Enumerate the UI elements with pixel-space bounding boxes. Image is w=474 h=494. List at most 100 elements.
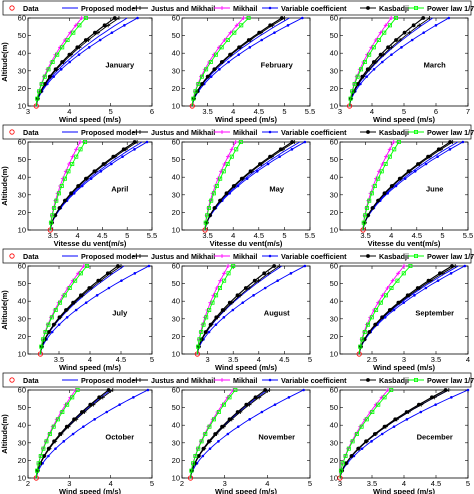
y-axis-label: Altitude(m) bbox=[0, 290, 9, 330]
month-label: November bbox=[258, 432, 295, 441]
series-point bbox=[220, 308, 225, 312]
panel-january: 10 20 30 40 50 60 3 4 5 6 Wind speed (m/s) Altitude… bbox=[0, 14, 154, 125]
y-tick-label: 20 bbox=[18, 456, 26, 465]
x-tick-label: 5.5 bbox=[305, 231, 315, 240]
series-point bbox=[268, 154, 272, 159]
series-line-power-law-1-7 bbox=[339, 389, 392, 479]
series-point bbox=[394, 38, 398, 42]
series-point bbox=[449, 272, 453, 275]
legend: Data Proposed model Justus and Mikhail Mikh… bbox=[2, 124, 474, 140]
x-tick-label: 3.5 bbox=[228, 355, 238, 364]
panel-april: 10 20 30 40 50 60 3.5 4 4.5 5 5.5 Vitesse du vent(m… bbox=[0, 138, 157, 249]
series-point bbox=[47, 431, 52, 436]
series-group bbox=[37, 263, 151, 357]
series-point bbox=[434, 403, 437, 406]
series-point bbox=[207, 330, 211, 334]
series-point bbox=[132, 396, 135, 399]
plot-area bbox=[181, 141, 311, 231]
series-point bbox=[248, 169, 253, 174]
legend: Data Proposed model Justus and Mikhail Mikh… bbox=[2, 248, 474, 264]
legend-entry: Justus and Mikhail bbox=[151, 128, 215, 137]
series-point bbox=[349, 454, 354, 458]
panel-june: 10 20 30 40 50 60 3.5 4 4.5 5 5.5 Vitesse du vent(m… bbox=[330, 138, 474, 249]
y-tick-label: 20 bbox=[172, 84, 180, 93]
month-label: February bbox=[261, 60, 294, 69]
series-point bbox=[196, 344, 201, 349]
series-point bbox=[96, 278, 101, 283]
series-point bbox=[301, 16, 304, 20]
series-point bbox=[199, 439, 204, 444]
y-tick-label: 60 bbox=[18, 14, 26, 23]
series-point bbox=[253, 395, 258, 400]
series-group bbox=[47, 139, 149, 233]
series-point bbox=[450, 264, 454, 268]
series-point bbox=[278, 155, 281, 158]
y-tick-label: 60 bbox=[18, 262, 26, 271]
series-point bbox=[70, 278, 75, 283]
series-point bbox=[380, 315, 384, 320]
series-point bbox=[42, 74, 47, 79]
series-point bbox=[461, 140, 465, 144]
series-point bbox=[396, 300, 401, 305]
series-point bbox=[241, 16, 246, 20]
series-point bbox=[62, 176, 67, 181]
x-axis-label: Wind speed (m/s) bbox=[59, 363, 122, 372]
legend-marker bbox=[268, 6, 272, 10]
series-point bbox=[64, 424, 69, 429]
x-tick-label: 3.5 bbox=[202, 231, 212, 240]
series-point bbox=[352, 454, 356, 458]
series-point bbox=[60, 60, 65, 64]
series-point bbox=[396, 139, 401, 144]
series-point bbox=[398, 38, 403, 42]
series-point bbox=[58, 45, 63, 50]
series-point bbox=[226, 271, 231, 276]
series-point bbox=[360, 337, 365, 342]
series-point bbox=[258, 162, 262, 166]
series-point bbox=[57, 315, 62, 320]
series-point bbox=[348, 96, 353, 101]
legend-entry: Power law 1/7 bbox=[427, 376, 474, 385]
series-point bbox=[427, 16, 432, 20]
series-point bbox=[362, 60, 367, 65]
legend-entry: Variable coefficient bbox=[281, 252, 347, 261]
series-point bbox=[57, 206, 62, 210]
series-point bbox=[363, 213, 368, 218]
series-point bbox=[361, 220, 366, 225]
series-point bbox=[378, 30, 383, 35]
series-point bbox=[205, 74, 210, 79]
series-point bbox=[287, 396, 291, 399]
series-point bbox=[448, 148, 452, 151]
legend-marker bbox=[366, 6, 370, 10]
series-point bbox=[221, 169, 226, 174]
series-point bbox=[352, 82, 357, 87]
series-point bbox=[80, 184, 84, 188]
series-point bbox=[364, 205, 369, 210]
series-point bbox=[60, 45, 65, 50]
series-point bbox=[110, 388, 115, 392]
series-point bbox=[380, 432, 384, 436]
y-tick-label: 30 bbox=[18, 190, 26, 199]
x-tick-label: 4.5 bbox=[412, 231, 422, 240]
series-point bbox=[36, 461, 41, 466]
series-point bbox=[209, 75, 213, 78]
series-point bbox=[60, 176, 65, 181]
y-tick-label: 40 bbox=[172, 173, 180, 182]
series-point bbox=[208, 322, 213, 327]
series-point bbox=[415, 286, 420, 290]
series-point bbox=[416, 402, 421, 407]
y-tick-label: 60 bbox=[330, 138, 338, 147]
y-tick-label: 40 bbox=[18, 49, 26, 58]
x-tick-label: 3 bbox=[67, 479, 71, 488]
series-point bbox=[227, 395, 232, 400]
legend-entry: Kasbadji bbox=[379, 128, 409, 137]
y-tick-label: 60 bbox=[330, 386, 338, 395]
series-point bbox=[368, 410, 373, 414]
y-tick-label: 60 bbox=[18, 138, 26, 147]
series-point bbox=[417, 23, 422, 28]
series-point bbox=[359, 67, 364, 72]
legend-marker bbox=[220, 6, 224, 10]
series-point bbox=[370, 409, 375, 414]
y-tick-label: 40 bbox=[18, 173, 26, 182]
series-point bbox=[413, 170, 417, 173]
series-point bbox=[246, 38, 251, 42]
